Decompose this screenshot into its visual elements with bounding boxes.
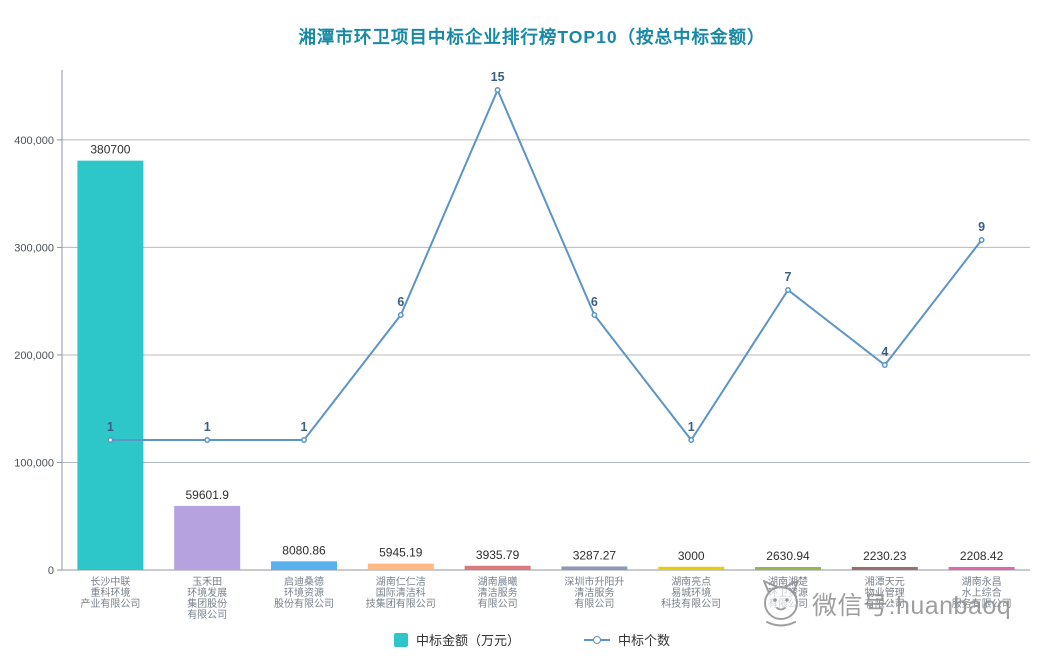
y-tick-label: 400,000 [14, 135, 54, 147]
line-series-swatch [584, 635, 610, 644]
legend-item-amount[interactable]: 中标金额（万元） [393, 630, 520, 649]
count-line[interactable] [110, 87, 983, 442]
bar-7[interactable] [658, 566, 725, 570]
line-value-label: 1 [204, 420, 211, 434]
x-tick-label: 国际清洁科 [376, 586, 426, 599]
x-tick-label: 有限公司 [574, 597, 614, 610]
x-tick-label: 产业有限公司 [80, 597, 140, 610]
x-tick-label: 湖南永昌 [962, 575, 1002, 588]
line-value-label: 6 [397, 295, 404, 309]
bar-value-label: 3000 [678, 549, 705, 563]
bar-series-swatch [393, 632, 408, 647]
bar-4[interactable] [367, 563, 434, 570]
line-point[interactable] [785, 287, 791, 293]
y-tick-label: 200,000 [14, 350, 54, 362]
x-tick-label: 技集团有限公司 [366, 597, 436, 610]
x-tick-label: 集团股份 [187, 597, 227, 610]
x-tick-label: 玉禾田 [192, 576, 222, 588]
bar-value-label: 5945.19 [379, 546, 423, 560]
bar-value-label: 380700 [90, 143, 130, 157]
x-tick-label: 易城环境 [671, 586, 711, 599]
line-value-label: 1 [688, 420, 695, 434]
x-tick-label: 服务有限公司 [952, 597, 1012, 610]
bar-value-label: 2230.23 [863, 549, 907, 563]
bar-series-label: 中标金额（万元） [415, 633, 520, 648]
line-point[interactable] [107, 437, 114, 443]
bar-value-label: 8080.86 [282, 543, 326, 557]
bar-3[interactable] [271, 561, 337, 570]
line-value-label: 1 [107, 420, 114, 434]
watermark: 微信号:huanbaoq [758, 578, 1011, 630]
x-tick-label: 长沙中联 [90, 575, 130, 588]
x-tick-label: 有限公司 [187, 608, 227, 621]
bar-6[interactable] [561, 566, 628, 570]
legend-item-count[interactable]: 中标个数 [584, 630, 670, 649]
x-tick-label: 有限公司 [865, 597, 905, 610]
x-tick-label: 清洁服务 [574, 586, 614, 599]
line-point[interactable] [591, 312, 598, 318]
line-value-label: 9 [978, 220, 985, 234]
x-tick-label: 重科环境 [90, 586, 130, 599]
line-value-label: 6 [591, 295, 598, 309]
x-tick-label: 物业管理 [865, 586, 905, 599]
line-point[interactable] [978, 237, 985, 243]
x-tick-label: 启迪桑德 [284, 575, 324, 588]
x-tick-label: 环境资源 [284, 586, 324, 599]
x-tick-label: 湖南晨曦 [478, 575, 518, 588]
bar-value-label: 3935.79 [476, 548, 520, 562]
watermark-text: 微信号:huanbaoq [812, 592, 1012, 620]
x-tick-label: 环境发展 [187, 586, 227, 599]
line-value-label: 7 [785, 270, 792, 284]
bar-5[interactable] [464, 565, 531, 570]
x-tick-label: 科技有限公司 [661, 597, 721, 610]
bar-1[interactable] [77, 160, 144, 571]
line-point[interactable] [397, 312, 404, 318]
x-tick-label: 股份有限公司 [274, 597, 334, 610]
bar-value-label: 2630.94 [766, 549, 810, 563]
line-swatch-dot [593, 635, 601, 644]
x-tick-label: 水上综合 [962, 586, 1002, 599]
x-tick-label: 湖南亮点 [671, 575, 711, 588]
line-point[interactable] [204, 437, 211, 443]
line-value-label: 1 [301, 420, 308, 434]
x-tick-label: 有限公司 [478, 597, 518, 610]
bar-value-label: 2208.42 [960, 549, 1004, 563]
bar-9[interactable] [851, 567, 918, 570]
chart-title: 湘潭市环卫项目中标企业排行榜TOP10（按总中标金额） [298, 27, 766, 47]
y-tick-label: 0 [48, 565, 54, 577]
x-tick-label: 湘潭天元 [865, 575, 905, 588]
line-point[interactable] [301, 437, 307, 443]
bar-8[interactable] [755, 567, 821, 570]
bar-value-label: 3287.27 [573, 548, 617, 562]
legend: 中标金额（万元） 中标个数 [0, 630, 1064, 649]
y-tick-label: 300,000 [14, 242, 54, 254]
y-tick-label: 100,000 [14, 457, 54, 469]
cat-logo-icon [763, 580, 799, 627]
x-tick-label: 深圳市升阳升 [564, 575, 624, 588]
line-point[interactable] [881, 362, 888, 368]
line-value-label: 15 [491, 70, 505, 84]
bar-2[interactable] [174, 505, 241, 570]
bar-10[interactable] [948, 567, 1015, 570]
x-tick-label: 湖南仁仁洁 [376, 575, 426, 588]
x-tick-label: 清洁服务 [478, 586, 518, 599]
line-point[interactable] [494, 87, 501, 93]
line-series-label: 中标个数 [618, 633, 671, 648]
line-value-label: 4 [881, 345, 888, 359]
line-point[interactable] [688, 437, 695, 443]
bar-value-label: 59601.9 [186, 488, 230, 502]
x-tick-label: 湖南湘楚 [768, 575, 808, 588]
